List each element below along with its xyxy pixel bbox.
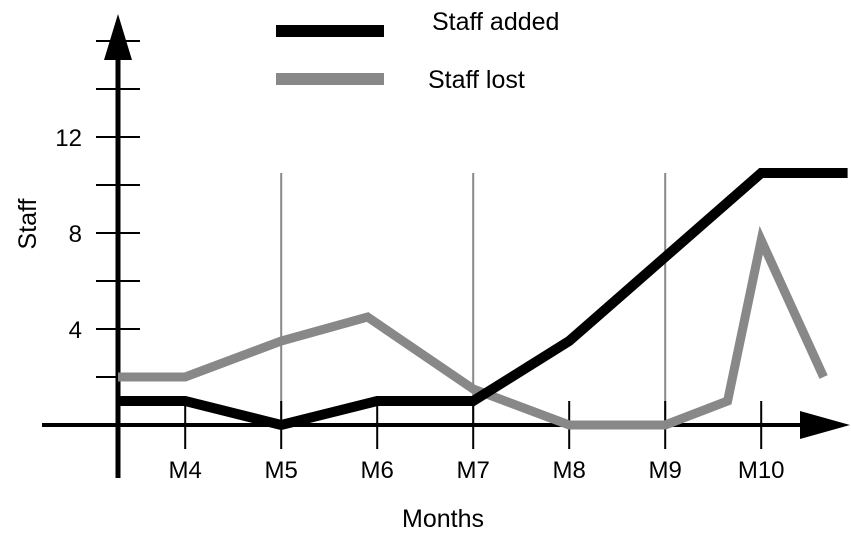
series-line-staff-lost: [118, 225, 828, 430]
x-axis-arrow-icon: [800, 411, 850, 439]
y-axis-title: Staff: [14, 198, 42, 249]
x-tick-label: M9: [649, 457, 682, 484]
x-tick-label: M6: [361, 457, 394, 484]
x-tick-label: M8: [553, 457, 586, 484]
legend: Staff added Staff lost: [276, 8, 559, 94]
series: [118, 168, 848, 431]
legend-label-staff-lost: Staff lost: [428, 66, 525, 94]
x-tick-label: M5: [265, 457, 298, 484]
x-axis-title: Months: [402, 505, 484, 533]
series-line-staff-added: [118, 168, 848, 431]
x-tick-label: M7: [457, 457, 490, 484]
y-tick-label: 12: [55, 125, 82, 152]
y-axis-arrow-icon: [104, 14, 132, 60]
y-tick-label: 4: [69, 317, 82, 344]
axes: [42, 14, 850, 478]
legend-label-staff-added: Staff added: [432, 8, 559, 36]
x-tick-label: M4: [169, 457, 202, 484]
gridlines: [280, 173, 667, 425]
labels: Months Staff: [14, 198, 484, 533]
y-tick-label: 8: [69, 221, 82, 248]
x-tick-label: M10: [738, 457, 785, 484]
